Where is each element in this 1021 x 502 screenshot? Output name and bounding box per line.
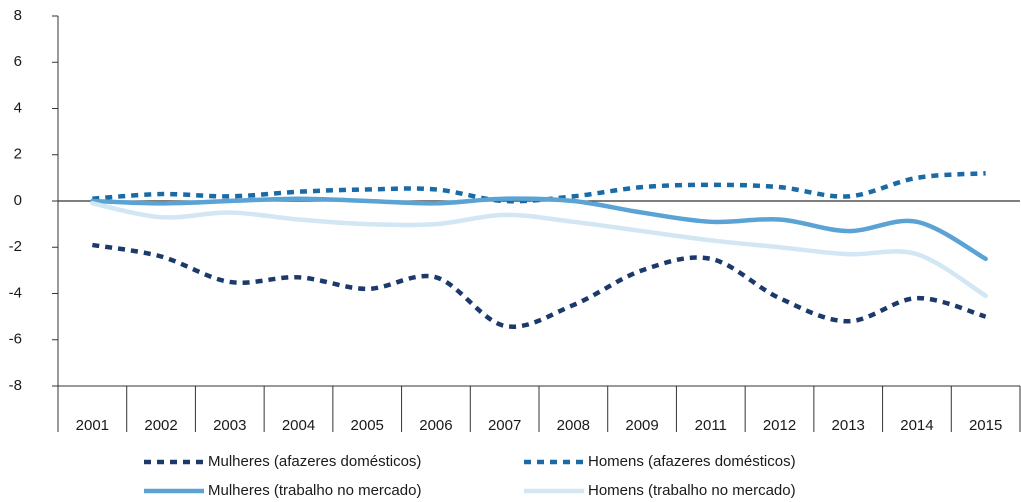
legend-label: Mulheres (afazeres domésticos) xyxy=(208,453,421,470)
series-line xyxy=(91,242,987,329)
x-tick-label: 2007 xyxy=(488,417,521,434)
x-tick-label: 2009 xyxy=(625,417,658,434)
series-line xyxy=(90,201,988,299)
y-tick-label: -2 xyxy=(9,238,22,255)
x-tick-label: 2008 xyxy=(557,417,590,434)
y-tick-label: 6 xyxy=(14,53,22,70)
x-tick-label: 2002 xyxy=(144,417,177,434)
legend-label: Mulheres (trabalho no mercado) xyxy=(208,482,421,499)
x-tick-label: 2015 xyxy=(969,417,1002,434)
x-tick-label: 2006 xyxy=(419,417,452,434)
x-tick-label: 2001 xyxy=(76,417,109,434)
y-tick-label: -8 xyxy=(9,377,22,394)
x-tick-label: 2012 xyxy=(763,417,796,434)
x-tick-label: 2004 xyxy=(282,417,315,434)
y-tick-label: 8 xyxy=(14,7,22,24)
y-tick-label: -4 xyxy=(9,284,22,301)
legend-label: Homens (trabalho no mercado) xyxy=(588,482,796,499)
x-tick-label: 2013 xyxy=(832,417,865,434)
y-tick-label: 2 xyxy=(14,146,22,163)
y-tick-label: 4 xyxy=(14,99,22,116)
series-line xyxy=(90,196,988,262)
y-tick-label: 0 xyxy=(14,192,22,209)
x-tick-label: 2003 xyxy=(213,417,246,434)
legend-label: Homens (afazeres domésticos) xyxy=(588,453,796,470)
x-tick-label: 2005 xyxy=(351,417,384,434)
x-tick-label: 2014 xyxy=(900,417,933,434)
x-tick-label: 2011 xyxy=(695,417,727,434)
y-tick-label: -6 xyxy=(9,331,22,348)
